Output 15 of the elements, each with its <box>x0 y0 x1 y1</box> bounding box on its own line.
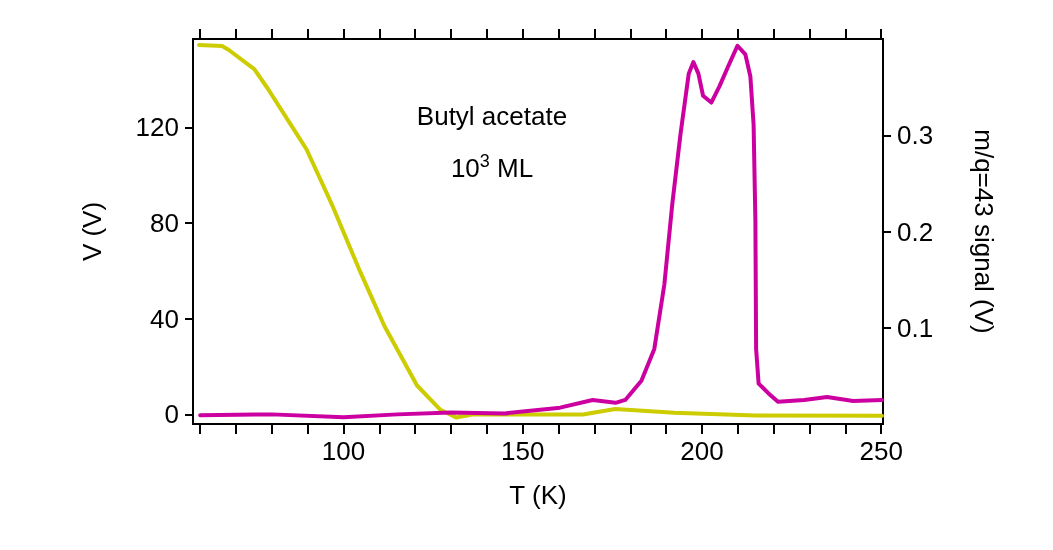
x-tick-label: 150 <box>501 436 545 466</box>
x-axis-title: T (K) <box>509 480 567 510</box>
y-tick-label: 120 <box>135 112 179 143</box>
y-tick-label: 40 <box>150 303 179 334</box>
x-tick-label: 200 <box>680 436 724 466</box>
x-tick-label: 250 <box>859 436 903 466</box>
y2-tick-label: 0.3 <box>897 120 934 151</box>
y2-tick-label: 0.1 <box>897 312 934 343</box>
y-tick-label: 80 <box>150 208 179 239</box>
x-tick-label: 100 <box>321 436 366 466</box>
y2-axis-title: m/q=43 signal (V) <box>969 129 999 334</box>
y-tick-label: 0 <box>164 399 179 430</box>
annotation: Butyl acetate <box>416 101 568 131</box>
y2-tick-label: 0.2 <box>897 216 934 247</box>
y-axis-title: V (V) <box>77 201 107 262</box>
